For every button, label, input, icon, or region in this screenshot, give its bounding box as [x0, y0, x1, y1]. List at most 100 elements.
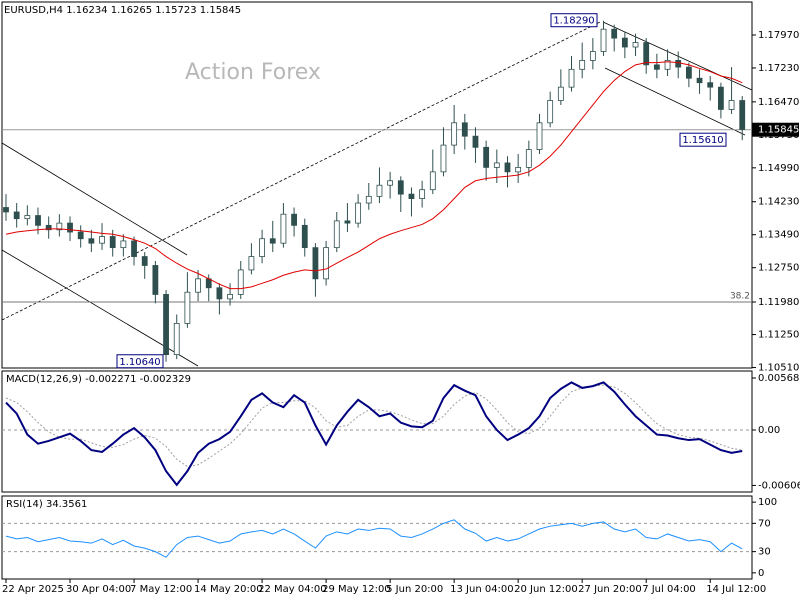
candle-body: [653, 64, 660, 70]
candle-body: [163, 294, 169, 356]
candle-body: [152, 265, 159, 295]
candle-body: [632, 42, 639, 48]
candle-body: [67, 222, 73, 233]
x-tick-label: 5 Jun 20:00: [386, 584, 443, 595]
current-price-label: 1.15845: [758, 125, 799, 136]
y-tick-label: 1.16470: [758, 97, 799, 108]
trend-line: [1, 21, 601, 321]
candle-body: [579, 59, 586, 70]
candle-body: [312, 247, 319, 280]
y-tick-label: 0.005686: [758, 373, 800, 384]
candle-body: [451, 122, 458, 146]
y-tick-label: 100: [758, 497, 777, 508]
candle-body: [24, 215, 31, 220]
x-tick-label: 29 May 12:00: [322, 584, 391, 595]
candle-body: [504, 162, 511, 173]
candle-body: [269, 238, 276, 244]
price-annotation-box: [116, 354, 164, 369]
candle-body: [696, 77, 703, 84]
candle-body: [227, 294, 233, 300]
candle-body: [536, 122, 543, 150]
channel-line: [604, 67, 746, 136]
x-tick-label: 27 Jun 20:00: [578, 584, 642, 595]
current-price-box: [752, 122, 799, 137]
candle-body: [3, 207, 9, 213]
candle-body: [408, 193, 415, 199]
y-tick-label: 1.12750: [758, 263, 799, 274]
candle-body: [365, 195, 372, 204]
y-tick-label: 30: [758, 547, 771, 558]
x-tick-label: 22 May 04:00: [258, 584, 327, 595]
candle-body: [56, 222, 63, 231]
candle-body: [99, 236, 105, 244]
x-tick-label: 7 Jul 04:00: [642, 584, 696, 595]
rsi-panel: [1, 495, 753, 580]
candle-body: [301, 224, 308, 249]
candle-body: [525, 149, 532, 168]
channel-line: [1, 142, 188, 256]
candle-body: [440, 144, 447, 173]
candle-body: [568, 68, 575, 88]
candle-body: [333, 220, 340, 249]
candle-body: [419, 189, 426, 199]
macd-title: MACD(12,26,9) -0.002271 -0.002329: [6, 374, 191, 385]
x-tick-label: 22 Apr 2025: [2, 584, 64, 595]
price-annotation: 1.10640: [119, 357, 160, 368]
candle-body: [472, 135, 479, 148]
candle-body: [728, 100, 735, 110]
candle-body: [707, 82, 714, 88]
candle-body: [547, 100, 554, 124]
x-tick-label: 13 Jun 04:00: [450, 584, 514, 595]
y-tick-label: 0.00: [758, 425, 780, 436]
candle-body: [611, 28, 618, 39]
y-tick-label: 1.17230: [758, 63, 799, 74]
y-tick-label: -0.00606: [758, 480, 800, 491]
y-tick-label: 1.17970: [758, 30, 799, 41]
x-tick-label: 14 Jul 12:00: [706, 584, 766, 595]
candle-body: [483, 146, 490, 168]
price-annotation-box: [679, 132, 727, 147]
candle-body: [45, 224, 52, 231]
y-tick-label: 1.10510: [758, 363, 799, 374]
candle-body: [429, 171, 436, 191]
price-annotation-box: [550, 13, 598, 28]
y-tick-label: 1.11980: [758, 297, 799, 308]
indicator-line: [5, 519, 743, 558]
y-tick-label: 70: [758, 518, 771, 529]
candle-body: [120, 240, 127, 249]
y-tick-label: 1.11250: [758, 330, 799, 341]
x-tick-label: 7 May 12:00: [130, 584, 192, 595]
x-tick-label: 20 Jun 12:00: [514, 584, 578, 595]
fib-label: 38.2: [730, 292, 750, 302]
candle-body: [515, 166, 522, 173]
candle-body: [141, 256, 148, 266]
y-tick-label: 0: [758, 568, 764, 579]
candle-body: [355, 202, 362, 224]
candle-body: [675, 59, 682, 68]
chart-title: EURUSD,H4 1.16234 1.16265 1.15723 1.1584…: [4, 5, 241, 16]
candle-body: [387, 180, 394, 186]
main-panel: [1, 1, 753, 369]
candle-body: [664, 59, 671, 70]
indicator-line: [5, 384, 743, 468]
candle-body: [280, 213, 287, 244]
y-tick-label: 1.14230: [758, 197, 799, 208]
candle-body: [131, 240, 137, 257]
macd-panel: [1, 370, 753, 493]
candle-body: [685, 66, 692, 79]
candle-body: [589, 51, 596, 61]
candle-body: [557, 86, 564, 101]
candle-body: [35, 215, 41, 226]
candle-body: [621, 37, 628, 48]
y-tick-label: 1.14990: [758, 163, 799, 174]
rsi-title: RSI(14) 34.3561: [6, 499, 87, 510]
candle-body: [323, 247, 330, 280]
candle-body: [173, 323, 180, 356]
price-annotation: 1.15610: [682, 135, 723, 146]
candle-body: [88, 238, 95, 244]
candle-body: [184, 291, 191, 324]
candle-body: [259, 238, 265, 257]
candle-body: [248, 256, 255, 271]
